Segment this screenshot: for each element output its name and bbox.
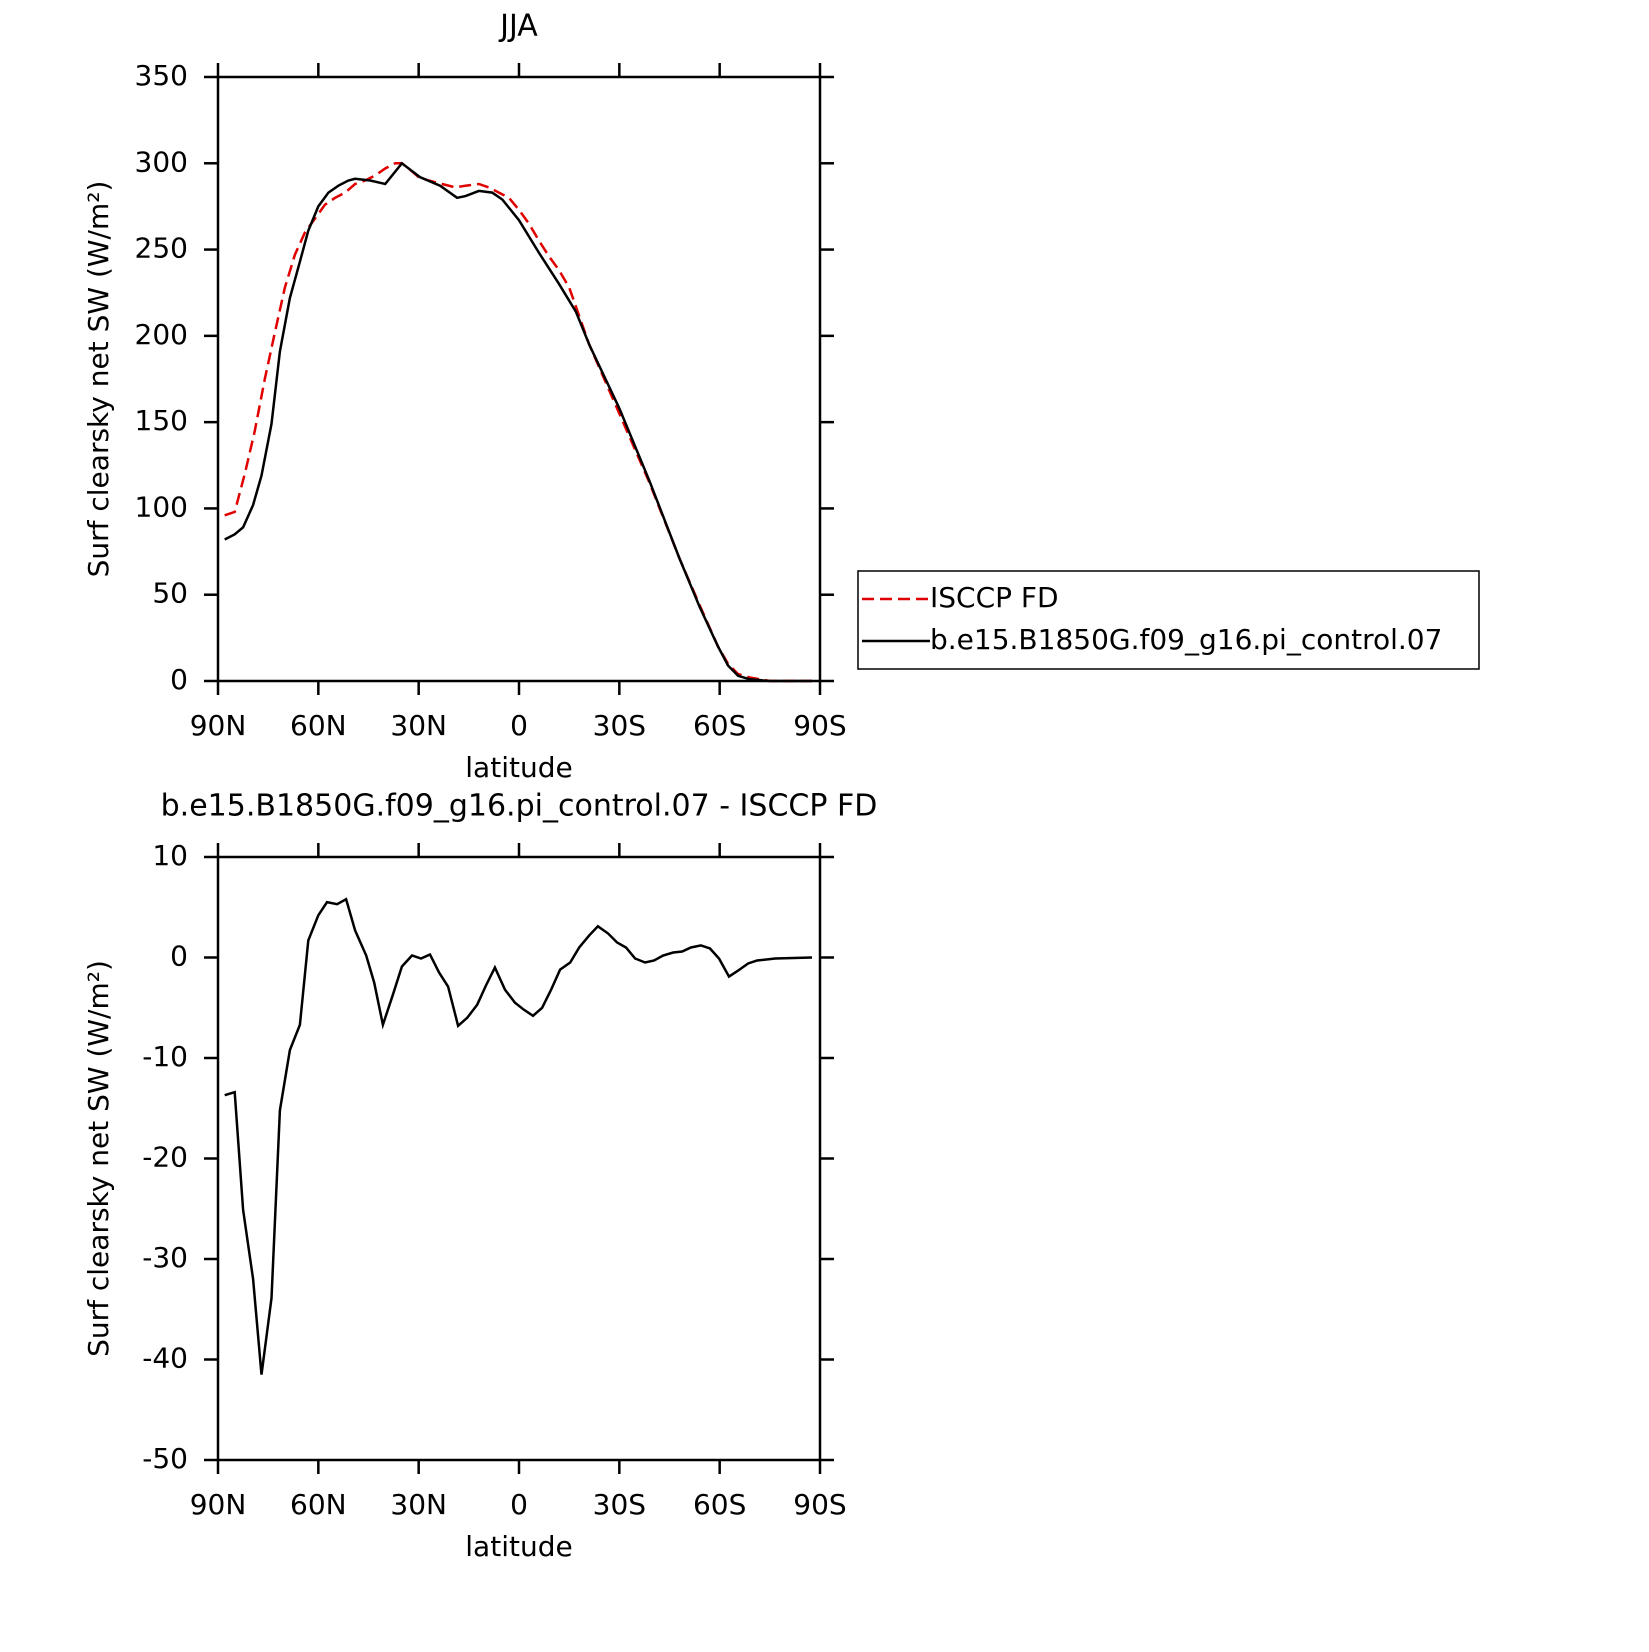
y-tick-label: -40 xyxy=(142,1342,188,1375)
y-tick-label: 10 xyxy=(152,839,188,872)
chart-title: b.e15.B1850G.f09_g16.pi_control.07 - ISC… xyxy=(161,789,878,824)
y-tick-label: 50 xyxy=(152,577,188,610)
y-tick-label: 350 xyxy=(135,59,188,92)
data-line xyxy=(224,162,812,683)
y-tick-label: -30 xyxy=(142,1241,188,1274)
x-tick-label: 30N xyxy=(390,1488,447,1521)
x-tick-label: 60S xyxy=(693,709,746,742)
x-tick-label: 30S xyxy=(593,1488,646,1521)
x-tick-label: 0 xyxy=(510,1488,528,1521)
y-tick-label: -50 xyxy=(142,1442,188,1475)
y-tick-label: 200 xyxy=(135,318,188,351)
y-tick-label: 100 xyxy=(135,490,188,523)
y-tick-label: 150 xyxy=(135,404,188,437)
y-tick-label: -10 xyxy=(142,1040,188,1073)
chart-title: JJA xyxy=(498,9,538,44)
x-tick-label: 30N xyxy=(390,709,447,742)
x-tick-label: 90S xyxy=(793,1488,846,1521)
y-axis-label: Surf clearsky net SW (W/m²) xyxy=(82,960,115,1357)
y-tick-label: -20 xyxy=(142,1141,188,1174)
x-tick-label: 60N xyxy=(290,709,347,742)
y-axis-label: Surf clearsky net SW (W/m²) xyxy=(82,181,115,578)
x-tick-label: 30S xyxy=(593,709,646,742)
x-tick-label: 60N xyxy=(290,1488,347,1521)
plot-frame xyxy=(216,75,822,683)
y-tick-label: 0 xyxy=(170,663,188,696)
x-axis-label: latitude xyxy=(465,751,572,784)
x-tick-label: 90N xyxy=(190,1488,247,1521)
x-tick-label: 60S xyxy=(693,1488,746,1521)
legend-label: b.e15.B1850G.f09_g16.pi_control.07 xyxy=(930,623,1442,656)
y-tick-label: 0 xyxy=(170,940,188,973)
x-tick-label: 90S xyxy=(793,709,846,742)
legend-box xyxy=(857,570,1480,670)
x-tick-label: 0 xyxy=(510,709,528,742)
x-axis-label: latitude xyxy=(465,1530,572,1563)
data-line xyxy=(224,161,812,683)
legend-label: ISCCP FD xyxy=(930,581,1059,614)
y-tick-label: 300 xyxy=(135,145,188,178)
data-line xyxy=(224,897,813,1375)
y-tick-label: 250 xyxy=(135,232,188,265)
x-tick-label: 90N xyxy=(190,709,247,742)
